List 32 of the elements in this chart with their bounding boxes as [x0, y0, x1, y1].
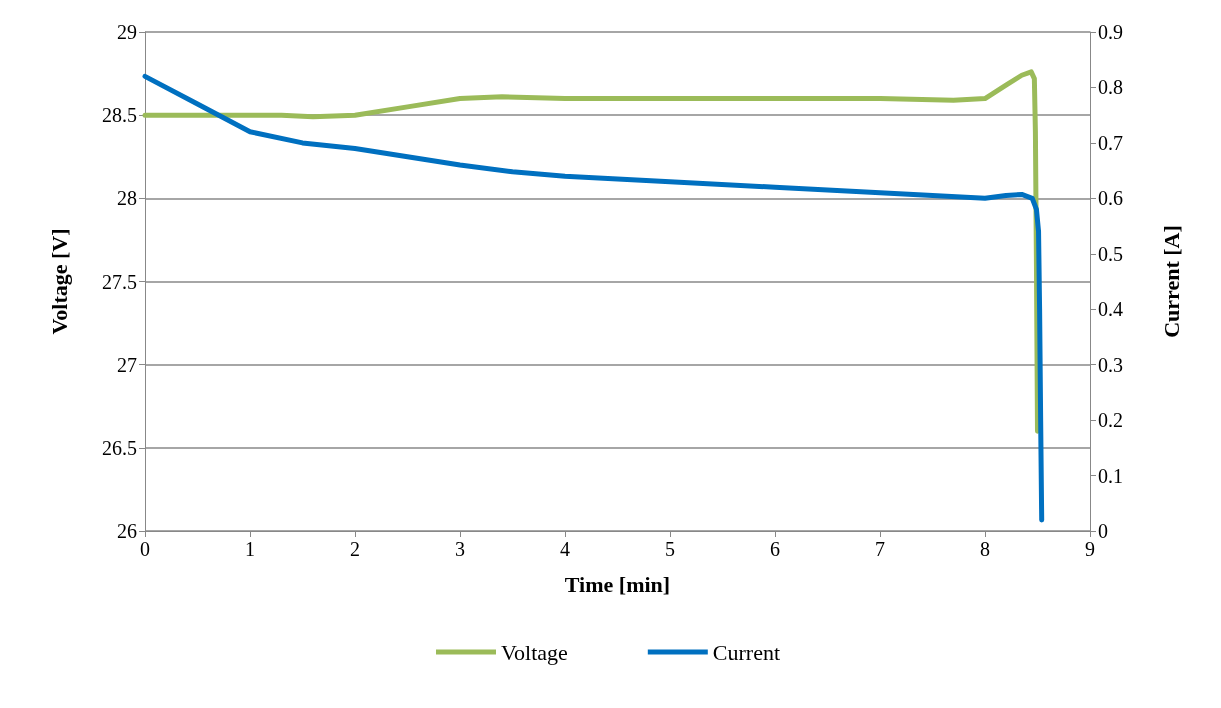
y-tick-label: 27.5 [102, 270, 137, 293]
x-tick-label: 5 [665, 538, 675, 560]
y-tick-label: 28.5 [102, 104, 137, 127]
y2-tick-label: 0.3 [1098, 353, 1123, 376]
y-tick-label: 26.5 [102, 436, 137, 459]
x-tick-label: 4 [560, 538, 570, 560]
y2-tick-label: 0 [1098, 520, 1108, 542]
y-tick-label: 29 [117, 21, 137, 43]
y-axis-title: Voltage [V] [46, 228, 72, 335]
y2-tick-label: 0.9 [1098, 21, 1123, 43]
y2-tick-label: 0.5 [1098, 242, 1123, 265]
x-tick-label: 0 [140, 538, 150, 560]
y2-tick-label: 0.2 [1098, 409, 1123, 432]
y2-tick-label: 0.4 [1098, 298, 1123, 321]
x-axis-title: Time [min] [564, 571, 671, 597]
y2-tick-label: 0.1 [1098, 464, 1123, 487]
y2-tick-label: 0.6 [1098, 187, 1123, 210]
y-tick-label: 27 [117, 353, 137, 376]
x-tick-label: 9 [1085, 538, 1095, 560]
y-tick-label: 26 [117, 520, 137, 542]
x-tick-label: 7 [875, 538, 885, 560]
x-tick-label: 8 [980, 538, 990, 560]
legend-label: Current [712, 639, 780, 665]
legend-label: Voltage [501, 639, 568, 665]
y2-tick-label: 0.7 [1098, 131, 1123, 154]
x-tick-label: 2 [350, 538, 360, 560]
x-tick-label: 6 [770, 538, 780, 560]
y2-axis-title: Current [A] [1158, 225, 1184, 338]
y-tick-label: 28 [117, 187, 137, 210]
x-tick-label: 3 [455, 538, 465, 560]
x-tick-label: 1 [245, 538, 255, 560]
y2-tick-label: 0.8 [1098, 76, 1123, 99]
